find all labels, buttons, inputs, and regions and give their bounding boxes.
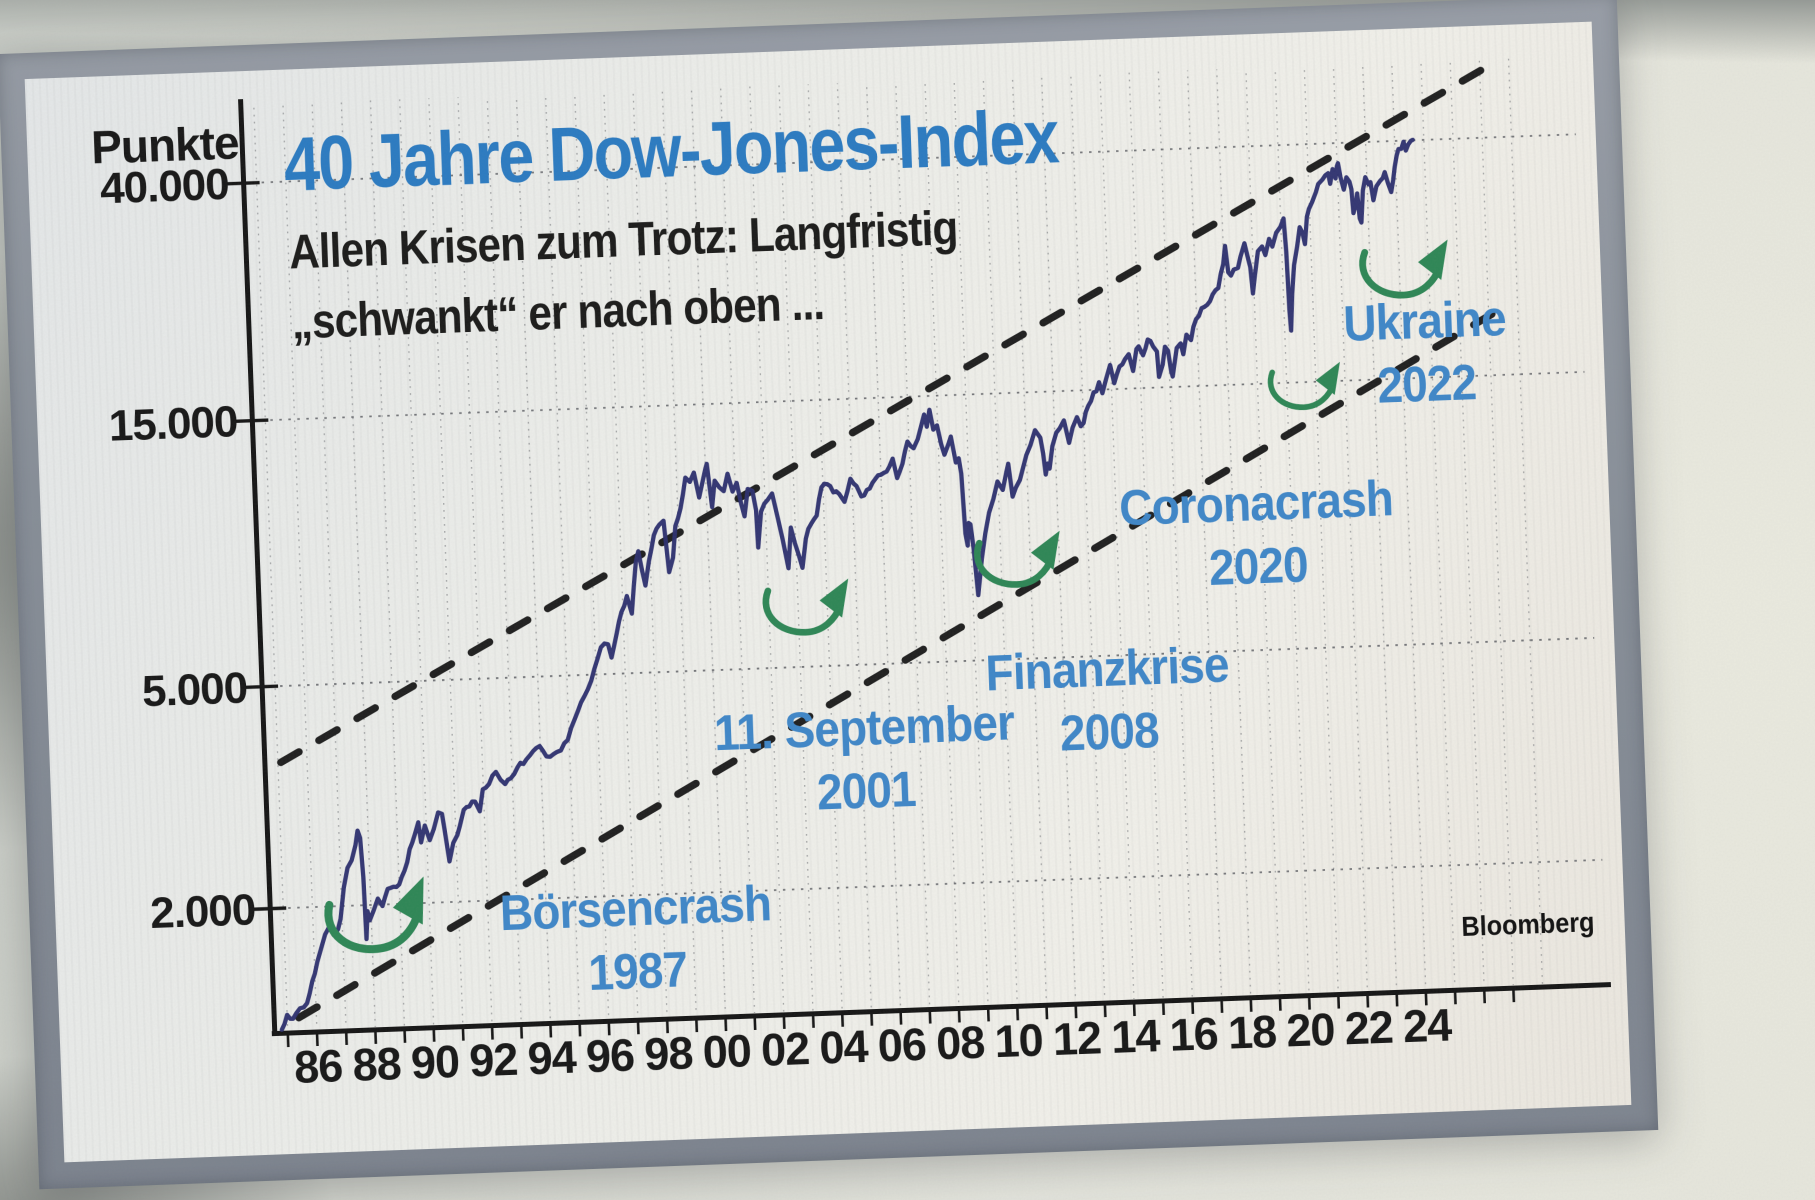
annotation-ukraine-2022: Ukraine 2022 <box>1342 287 1509 419</box>
annotation-line2: 2008 <box>1058 701 1160 762</box>
x-tick-label: 16 <box>1169 1008 1219 1061</box>
source-credit-bloomberg: Bloomberg <box>1461 906 1596 942</box>
x-tick-label: 22 <box>1344 1002 1394 1055</box>
annotation-line2: 2001 <box>815 760 917 821</box>
x-tick-label: 18 <box>1227 1006 1277 1059</box>
x-tick-label: 06 <box>877 1019 927 1072</box>
y-tick-label: 5.000 <box>141 663 248 716</box>
x-tick-label: 10 <box>994 1014 1044 1067</box>
chart-paper: 86 88 90 92 94 96 98 00 02 04 06 08 10 12 14 16 18 20 22 24… <box>24 21 1632 1163</box>
annotation-11-september-2001: 11. September 2001 <box>713 691 1017 828</box>
recovery-arrow-2001-icon <box>762 578 849 636</box>
x-tick-label: 14 <box>1110 1010 1161 1063</box>
annotation-line1: Coronacrash <box>1118 470 1394 537</box>
x-tick-label: 08 <box>935 1017 985 1070</box>
x-tick-label: 88 <box>352 1038 402 1091</box>
annotation-line1: Finanzkrise <box>984 636 1230 702</box>
y-axis-unit-label: Punkte <box>90 116 240 174</box>
annotation-line2: 1987 <box>587 941 689 1002</box>
x-tick-label: 02 <box>760 1023 810 1076</box>
annotation-line2: 2022 <box>1376 354 1478 414</box>
x-tick-label: 98 <box>643 1027 693 1080</box>
x-tick-label: 86 <box>293 1040 343 1093</box>
x-tick-label: 92 <box>468 1034 518 1087</box>
annotation-line1: 11. September <box>713 694 1015 762</box>
x-tick-label: 96 <box>585 1029 635 1082</box>
annotation-boersencrash-1987: Börsencrash 1987 <box>499 872 775 1008</box>
x-tick-label: 12 <box>1052 1012 1102 1065</box>
x-tick-label: 04 <box>819 1021 870 1074</box>
x-tick-label: 00 <box>702 1025 752 1078</box>
recovery-arrows <box>324 239 1448 954</box>
annotation-finanzkrise-2008: Finanzkrise 2008 <box>984 633 1231 768</box>
annotation-line2: 2020 <box>1208 536 1309 597</box>
newspaper-chart-clipping: 86 88 90 92 94 96 98 00 02 04 06 08 10 12 14 16 18 20 22 24… <box>0 0 1659 1190</box>
x-tick-label: 24 <box>1402 999 1453 1052</box>
x-tick-label: 90 <box>410 1036 460 1089</box>
y-tick-label: 15.000 <box>108 397 238 451</box>
recovery-arrow-2008-icon <box>974 530 1060 588</box>
y-tick-label: 2.000 <box>149 885 256 938</box>
x-tick-label: 94 <box>527 1032 578 1085</box>
annotation-line1: Ukraine <box>1342 290 1507 352</box>
annotation-line1: Börsencrash <box>498 875 772 942</box>
annotation-coronacrash-2020: Coronacrash 2020 <box>1118 467 1396 603</box>
recovery-arrow-2022-icon <box>1359 239 1448 299</box>
recovery-arrow-2020-icon <box>1267 361 1340 411</box>
x-tick-label: 20 <box>1285 1004 1335 1057</box>
